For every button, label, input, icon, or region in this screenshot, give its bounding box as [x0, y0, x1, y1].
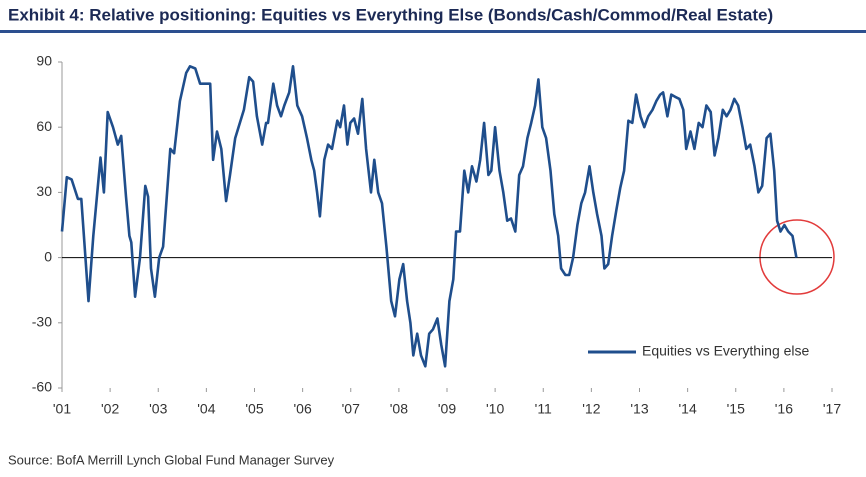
- x-tick-label: '14: [679, 401, 697, 417]
- source-note: Source: BofA Merrill Lynch Global Fund M…: [8, 452, 335, 467]
- x-tick-label: '09: [438, 401, 456, 417]
- y-tick-label: 30: [36, 183, 52, 199]
- x-tick-label: '13: [630, 401, 648, 417]
- x-tick-label: '11: [535, 401, 552, 417]
- y-tick-label: -60: [32, 379, 52, 395]
- x-tick-label: '02: [101, 401, 119, 417]
- y-tick-label: 0: [44, 248, 52, 264]
- x-tick-label: '15: [727, 401, 745, 417]
- x-tick-label: '01: [53, 401, 71, 417]
- x-tick-label: '17: [823, 401, 841, 417]
- x-tick-label: '12: [582, 401, 600, 417]
- x-tick-label: '16: [775, 401, 793, 417]
- x-tick-label: '05: [245, 401, 263, 417]
- y-tick-label: -30: [32, 314, 52, 330]
- data-line: [60, 65, 798, 368]
- chart-title: Exhibit 4: Relative positioning: Equitie…: [8, 5, 773, 24]
- highlight-circle: [759, 219, 835, 295]
- x-tick-label: '10: [486, 401, 504, 417]
- x-tick-label: '07: [342, 401, 360, 417]
- x-tick-label: '03: [149, 401, 167, 417]
- y-tick-label: 60: [36, 118, 52, 134]
- legend-label: Equities vs Everything else: [642, 343, 810, 359]
- x-tick-label: '06: [294, 401, 312, 417]
- y-tick-label: 90: [36, 53, 52, 69]
- x-tick-label: '08: [390, 401, 408, 417]
- x-tick-label: '04: [197, 401, 215, 417]
- title-rule: [0, 30, 866, 33]
